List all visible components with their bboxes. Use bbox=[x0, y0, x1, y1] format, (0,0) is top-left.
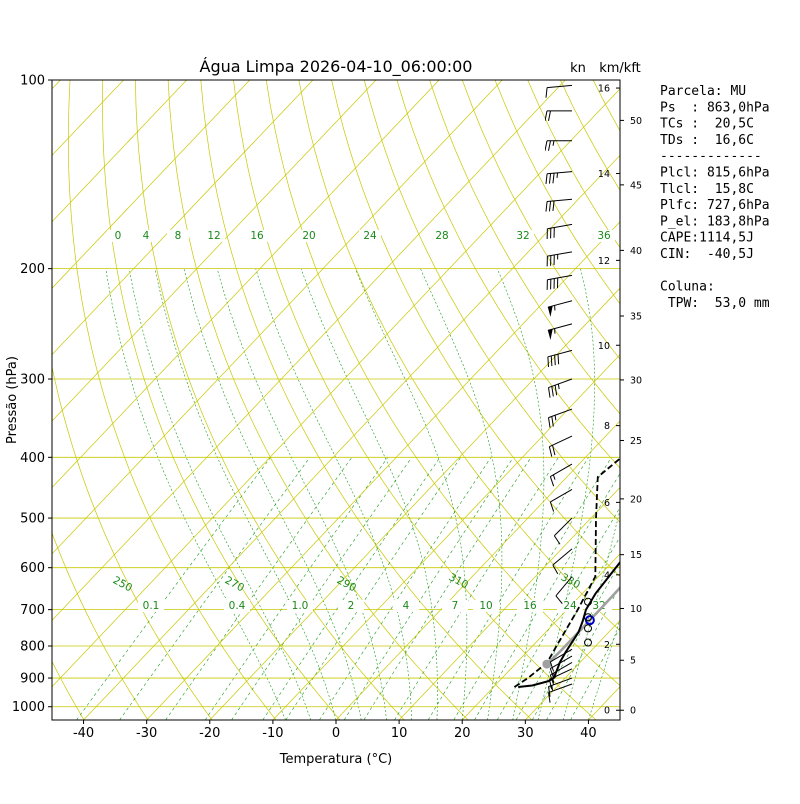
wind-barb-full bbox=[555, 355, 556, 365]
y-tick-label: 400 bbox=[20, 451, 45, 466]
mixing-ratio-label: 2 bbox=[348, 600, 355, 612]
chart-title: Água Limpa 2026-04-10_06:00:00 bbox=[200, 57, 473, 77]
y-axis-label: Pressão (hPa) bbox=[5, 356, 20, 444]
kft-tick-label: 5 bbox=[630, 656, 636, 667]
parcel-info-line: Plcl: 815,6hPa bbox=[660, 166, 770, 181]
wind-unit-label: kn bbox=[570, 61, 586, 76]
parcel-info-line: Parcela: MU bbox=[660, 84, 746, 99]
x-tick-label: 30 bbox=[517, 726, 534, 741]
km-tick-label: 16 bbox=[598, 84, 610, 95]
height-unit-label: km/kft bbox=[599, 61, 641, 76]
kft-tick-label: 50 bbox=[630, 116, 642, 127]
mixing-ratio-label: 0.1 bbox=[143, 600, 160, 612]
wind-barb-full bbox=[558, 354, 559, 364]
mixing-ratio-label: 4 bbox=[403, 600, 410, 612]
isotherm-label: 32 bbox=[516, 230, 529, 242]
mixing-ratio-label: 16 bbox=[523, 600, 537, 612]
x-tick-label: 0 bbox=[332, 726, 340, 741]
parcel-info-line: Plfc: 727,6hPa bbox=[660, 198, 770, 213]
parcel-info-line: Tlcl: 15,8C bbox=[660, 182, 754, 197]
isotherm-label: 12 bbox=[207, 230, 220, 242]
x-axis-label: Temperatura (°C) bbox=[279, 752, 392, 767]
y-tick-label: 200 bbox=[20, 262, 45, 277]
x-tick-label: -40 bbox=[73, 726, 94, 741]
isotherm-label: 4 bbox=[143, 230, 150, 242]
isotherm-label: 24 bbox=[363, 230, 377, 242]
isotherm-label: 28 bbox=[435, 230, 448, 242]
y-tick-label: 800 bbox=[20, 639, 45, 654]
isotherm-label: 0 bbox=[115, 230, 122, 242]
isotherm-label: 16 bbox=[250, 230, 264, 242]
kft-tick-label: 40 bbox=[630, 246, 642, 257]
km-tick-label: 4 bbox=[604, 570, 610, 581]
km-tick-label: 6 bbox=[604, 498, 610, 509]
km-tick-label: 2 bbox=[604, 640, 610, 651]
parcel-info-line: CAPE:1114,5J bbox=[660, 231, 754, 246]
km-tick-label: 0 bbox=[604, 706, 610, 717]
y-tick-label: 100 bbox=[20, 74, 45, 89]
parcel-info-line: TDs : 16,6C bbox=[660, 133, 754, 148]
km-tick-label: 8 bbox=[604, 421, 610, 432]
km-tick-label: 10 bbox=[598, 341, 610, 352]
mixing-ratio-label: 7 bbox=[452, 600, 459, 612]
kft-tick-label: 0 bbox=[630, 706, 636, 717]
mixing-ratio-label: 10 bbox=[479, 600, 492, 612]
kft-tick-label: 10 bbox=[630, 604, 642, 615]
kft-tick-label: 25 bbox=[630, 436, 642, 447]
surface-parcel-marker bbox=[542, 660, 551, 669]
y-tick-label: 900 bbox=[20, 672, 45, 687]
parcel-info-line: ------------- bbox=[660, 149, 762, 164]
isotherm-label: 36 bbox=[597, 230, 611, 242]
parcel-info-line: P_el: 183,8hPa bbox=[660, 214, 770, 229]
parcel-info-line: CIN: -40,5J bbox=[660, 247, 754, 262]
x-tick-label: 20 bbox=[454, 726, 471, 741]
y-tick-label: 1000 bbox=[12, 700, 45, 715]
wind-barb-full bbox=[551, 356, 552, 366]
parcel-info-line: TPW: 53,0 mm bbox=[660, 296, 770, 311]
y-tick-label: 500 bbox=[20, 512, 45, 527]
mixing-ratio-label: 1.0 bbox=[292, 600, 309, 612]
y-tick-label: 700 bbox=[20, 603, 45, 618]
wind-barb-half bbox=[557, 173, 558, 178]
parcel-info-line: Coluna: bbox=[660, 280, 715, 295]
x-tick-label: -20 bbox=[199, 726, 220, 741]
kft-tick-label: 20 bbox=[630, 494, 642, 505]
kft-tick-label: 30 bbox=[630, 375, 642, 386]
kft-tick-label: 15 bbox=[630, 550, 642, 561]
x-tick-label: 10 bbox=[391, 726, 408, 741]
parcel-info-line: TCs : 20,5C bbox=[660, 117, 754, 132]
mixing-ratio-label: 0.4 bbox=[229, 600, 246, 612]
km-tick-label: 14 bbox=[598, 169, 610, 180]
mixing-ratio-label: 24 bbox=[563, 600, 577, 612]
kft-tick-label: 45 bbox=[630, 180, 642, 191]
x-tick-label: 40 bbox=[580, 726, 597, 741]
parcel-info-line: Ps : 863,0hPa bbox=[660, 100, 770, 115]
y-tick-label: 600 bbox=[20, 561, 45, 576]
isotherm-label: 8 bbox=[175, 230, 182, 242]
x-tick-label: -10 bbox=[262, 726, 283, 741]
isotherm-label: 20 bbox=[302, 230, 315, 242]
y-tick-label: 300 bbox=[20, 373, 45, 388]
wind-barb-full bbox=[548, 357, 549, 367]
kft-tick-label: 35 bbox=[630, 312, 642, 323]
x-tick-label: -30 bbox=[136, 726, 157, 741]
km-tick-label: 12 bbox=[598, 256, 610, 267]
